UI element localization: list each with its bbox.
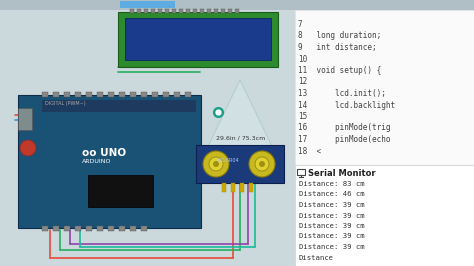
Bar	[185, 92, 191, 97]
Bar	[249, 183, 253, 192]
Text: Distance: 39 cm: Distance: 39 cm	[299, 244, 365, 250]
Bar	[196, 145, 284, 183]
Bar	[120, 1, 175, 8]
Bar	[174, 92, 180, 97]
Bar	[295, 0, 474, 266]
Bar	[75, 226, 81, 231]
Bar	[214, 9, 218, 13]
Bar	[297, 169, 305, 175]
Bar	[130, 9, 134, 13]
Text: DIGITAL (PWM~): DIGITAL (PWM~)	[45, 101, 86, 106]
Text: HC-SR04: HC-SR04	[218, 158, 240, 163]
Circle shape	[203, 151, 229, 177]
Text: 8   long duration;: 8 long duration;	[298, 31, 381, 40]
Bar	[64, 92, 70, 97]
Bar	[97, 92, 103, 97]
Bar	[144, 9, 148, 13]
Text: Distance: 39 cm: Distance: 39 cm	[299, 213, 365, 218]
Circle shape	[213, 161, 219, 167]
Bar	[119, 92, 125, 97]
Bar	[207, 9, 211, 13]
Bar	[158, 9, 162, 13]
Text: 11  void setup() {: 11 void setup() {	[298, 66, 381, 75]
Bar	[163, 92, 169, 97]
Bar	[97, 226, 103, 231]
Bar	[141, 226, 147, 231]
Text: Distance: Distance	[299, 255, 334, 260]
Bar	[231, 183, 235, 192]
Bar	[295, 165, 474, 266]
Bar	[53, 226, 59, 231]
Text: 29.6in / 75.3cm: 29.6in / 75.3cm	[216, 136, 265, 141]
Text: 15: 15	[298, 112, 307, 121]
Text: Distance: 46 cm: Distance: 46 cm	[299, 192, 365, 197]
Bar	[137, 9, 141, 13]
Text: Serial Monitor: Serial Monitor	[308, 169, 375, 178]
Circle shape	[249, 151, 275, 177]
Circle shape	[20, 140, 36, 156]
Text: ARDUINO: ARDUINO	[82, 159, 111, 164]
Bar	[200, 9, 204, 13]
Bar	[108, 226, 114, 231]
Bar	[88, 175, 153, 207]
Bar	[125, 18, 271, 60]
Circle shape	[259, 161, 265, 167]
Bar	[0, 0, 474, 10]
Bar	[165, 9, 169, 13]
Bar	[0, 0, 295, 266]
Bar	[152, 92, 158, 97]
Bar	[75, 92, 81, 97]
Text: 17      pinMode(echo: 17 pinMode(echo	[298, 135, 391, 144]
Text: 7: 7	[298, 20, 302, 29]
Bar	[18, 108, 32, 130]
Polygon shape	[200, 80, 280, 163]
Text: Distance: 39 cm: Distance: 39 cm	[299, 223, 365, 229]
Text: 12: 12	[298, 77, 307, 86]
Circle shape	[255, 157, 269, 171]
Bar	[151, 9, 155, 13]
Text: oo UNO: oo UNO	[82, 148, 126, 158]
Bar	[130, 226, 136, 231]
Bar	[108, 92, 114, 97]
Bar	[86, 226, 92, 231]
Bar	[86, 92, 92, 97]
Bar	[228, 9, 232, 13]
Bar	[42, 92, 48, 97]
Bar	[64, 226, 70, 231]
Bar	[42, 226, 48, 231]
Bar	[240, 183, 244, 192]
Bar	[295, 10, 474, 165]
Text: 10: 10	[298, 55, 307, 64]
Bar	[172, 9, 176, 13]
Text: 9   int distance;: 9 int distance;	[298, 43, 377, 52]
Bar	[130, 92, 136, 97]
Bar	[53, 92, 59, 97]
Bar	[179, 9, 183, 13]
Bar	[118, 12, 278, 67]
Bar	[141, 92, 147, 97]
Circle shape	[209, 157, 223, 171]
Text: 13      lcd.init();: 13 lcd.init();	[298, 89, 386, 98]
Text: 14      lcd.backlight: 14 lcd.backlight	[298, 101, 395, 110]
Bar	[222, 183, 226, 192]
Text: Distance: 39 cm: Distance: 39 cm	[299, 202, 365, 208]
Bar	[186, 9, 190, 13]
Bar	[235, 9, 239, 13]
Text: Distance: 83 cm: Distance: 83 cm	[299, 181, 365, 187]
Bar	[119, 226, 125, 231]
Bar	[18, 95, 201, 228]
Bar	[221, 9, 225, 13]
Bar	[42, 100, 196, 112]
Text: 18  <: 18 <	[298, 147, 321, 156]
Text: 16      pinMode(trig: 16 pinMode(trig	[298, 123, 391, 132]
Text: Distance: 39 cm: Distance: 39 cm	[299, 234, 365, 239]
Bar	[193, 9, 197, 13]
